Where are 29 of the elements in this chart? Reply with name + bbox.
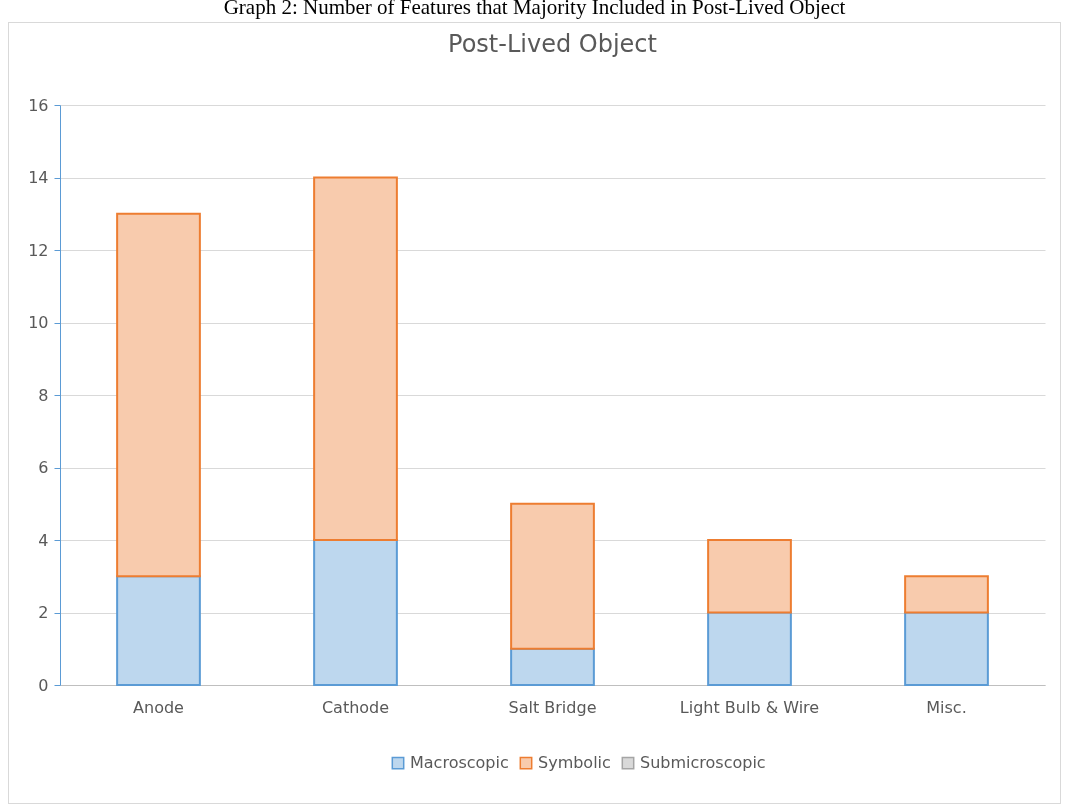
x-tick-label: Misc. xyxy=(926,697,967,717)
chart-title: Post-Lived Object xyxy=(448,30,657,58)
bar xyxy=(904,611,989,686)
legend-label: Submicroscopic xyxy=(640,753,766,773)
caption: Graph 2: Number of Features that Majority Included in Post-Lived Object xyxy=(222,0,847,19)
legend-label: Macroscopic xyxy=(410,753,509,773)
y-tick-label: 8 xyxy=(38,385,49,405)
y-tick-label: 12 xyxy=(28,240,49,260)
bar xyxy=(510,502,595,650)
y-tick-label: 10 xyxy=(28,313,49,332)
x-tick-label: Light Bulb & Wire xyxy=(679,697,820,717)
bar xyxy=(313,176,398,541)
bar xyxy=(116,212,201,578)
x-tick-label: Cathode xyxy=(321,697,390,717)
legend-label: Symbolic xyxy=(538,753,611,773)
bar xyxy=(313,539,398,686)
bar xyxy=(904,575,989,614)
x-tick-label: Salt Bridge xyxy=(508,697,597,717)
y-tick-label: 2 xyxy=(38,603,49,622)
bar xyxy=(510,647,595,686)
bar xyxy=(116,575,201,686)
y-tick-label: 6 xyxy=(38,458,49,477)
y-tick-label: 4 xyxy=(38,530,49,550)
y-tick-label: 14 xyxy=(28,168,49,187)
y-tick-label: 16 xyxy=(28,95,49,115)
x-tick-label: Anode xyxy=(133,697,184,717)
y-tick-label: 0 xyxy=(38,675,49,695)
bar xyxy=(707,611,792,686)
bar xyxy=(707,539,792,614)
